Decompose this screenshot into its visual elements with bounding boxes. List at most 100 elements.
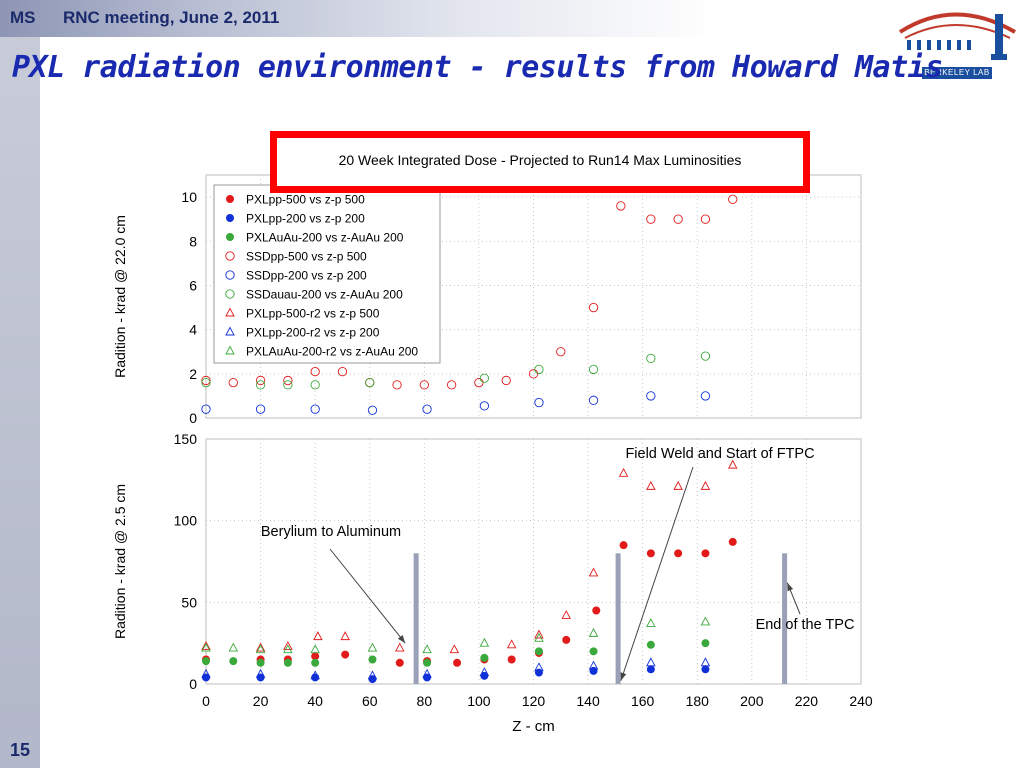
data-point: [229, 657, 238, 666]
data-point: [255, 644, 266, 654]
chart-title: 20 Week Integrated Dose - Projected to R…: [338, 152, 742, 168]
y-tick-label: 6: [189, 277, 197, 293]
data-point: [646, 480, 656, 490]
legend-marker: [225, 270, 235, 280]
data-point: [646, 618, 656, 628]
data-point: [310, 644, 320, 654]
data-point: [423, 658, 432, 667]
y-tick-label: 150: [174, 431, 198, 447]
data-point: [588, 660, 599, 670]
annotation-arrow: [620, 466, 694, 681]
y-tick-label: 2: [189, 366, 197, 382]
data-point: [534, 668, 543, 677]
data-point: [392, 380, 402, 390]
annotation-arrowhead: [620, 672, 627, 681]
logo-text: BERKELEY LAB: [922, 67, 992, 79]
data-point: [311, 652, 320, 661]
legend-label: PXLpp-200 vs z-p 200: [246, 212, 365, 226]
data-point: [727, 459, 738, 469]
data-point: [340, 631, 350, 641]
data-point: [255, 668, 266, 678]
data-point: [646, 665, 655, 674]
data-point: [310, 404, 320, 414]
data-point: [479, 637, 490, 647]
data-point: [646, 214, 656, 224]
left-sidebar: [0, 90, 40, 768]
data-point: [556, 347, 566, 357]
left-strip: [0, 37, 40, 90]
chart-title-box: 20 Week Integrated Dose - Projected to R…: [270, 131, 810, 193]
data-point: [255, 404, 266, 414]
x-tick-label: 80: [417, 693, 433, 709]
data-point: [588, 627, 599, 637]
data-point: [337, 366, 348, 377]
y-tick-label: 100: [174, 513, 198, 529]
x-tick-label: 240: [849, 693, 873, 709]
data-point: [534, 647, 543, 656]
legend-label: SSDpp-500 vs z-p 500: [246, 250, 367, 264]
data-point: [619, 541, 628, 550]
data-point: [395, 658, 404, 667]
data-point: [507, 655, 516, 664]
legend-marker: [226, 233, 234, 241]
data-point: [506, 639, 517, 649]
data-point: [588, 364, 599, 375]
data-point: [646, 353, 656, 364]
header-meeting: RNC meeting, June 2, 2011: [63, 8, 280, 27]
data-point: [479, 667, 490, 677]
x-tick-label: 100: [467, 693, 491, 709]
data-point: [201, 642, 211, 652]
legend-label: PXLAuAu-200-r2 vs z-AuAu 200: [246, 345, 418, 359]
data-point: [646, 640, 655, 649]
y-axis-label: Radition - krad @ 22.0 cm: [112, 215, 128, 378]
x-tick-label: 40: [307, 693, 323, 709]
berkeley-lab-logo-icon: [898, 12, 1017, 60]
data-point: [534, 364, 544, 375]
data-point: [700, 480, 711, 490]
data-point: [618, 467, 629, 477]
legend-box: [213, 184, 441, 364]
annotation-arrowhead: [397, 635, 406, 644]
data-point: [501, 375, 511, 386]
data-point: [728, 537, 737, 546]
vertical-bar: [413, 553, 419, 684]
x-tick-label: 180: [686, 693, 710, 709]
x-tick-label: 60: [362, 693, 378, 709]
slide-number: 15: [10, 740, 31, 760]
data-point: [562, 635, 571, 644]
page-title: PXL radiation environment - results from…: [12, 50, 943, 85]
legend-label: PXLpp-500-r2 vs z-p 500: [246, 307, 380, 321]
legend-label: SSDauau-200 vs z-AuAu 200: [246, 288, 403, 302]
data-point: [365, 378, 375, 388]
data-point: [700, 391, 711, 401]
data-point: [201, 668, 211, 678]
x-tick-label: 20: [253, 693, 269, 709]
data-point: [646, 657, 656, 667]
data-point: [674, 549, 683, 558]
data-point: [701, 639, 710, 648]
data-point: [255, 380, 266, 390]
data-point: [367, 670, 378, 680]
data-point: [255, 642, 266, 652]
data-point: [701, 549, 710, 558]
x-tick-label: 200: [740, 693, 764, 709]
data-point: [311, 658, 320, 667]
data-point: [646, 549, 655, 558]
data-point: [646, 391, 656, 401]
data-point: [283, 375, 293, 386]
x-tick-label: 0: [202, 693, 210, 709]
data-point: [283, 658, 292, 667]
data-point: [367, 642, 378, 652]
data-point: [700, 214, 711, 224]
data-point: [313, 631, 323, 641]
y-tick-label: 10: [181, 189, 197, 205]
data-point: [534, 662, 544, 672]
data-point: [616, 201, 626, 211]
data-point: [283, 644, 293, 654]
legend-label: PXLpp-500 vs z-p 500: [246, 193, 365, 207]
data-point: [228, 378, 238, 388]
data-point: [228, 642, 239, 652]
data-point: [201, 640, 211, 650]
y-tick-label: 0: [189, 410, 197, 426]
